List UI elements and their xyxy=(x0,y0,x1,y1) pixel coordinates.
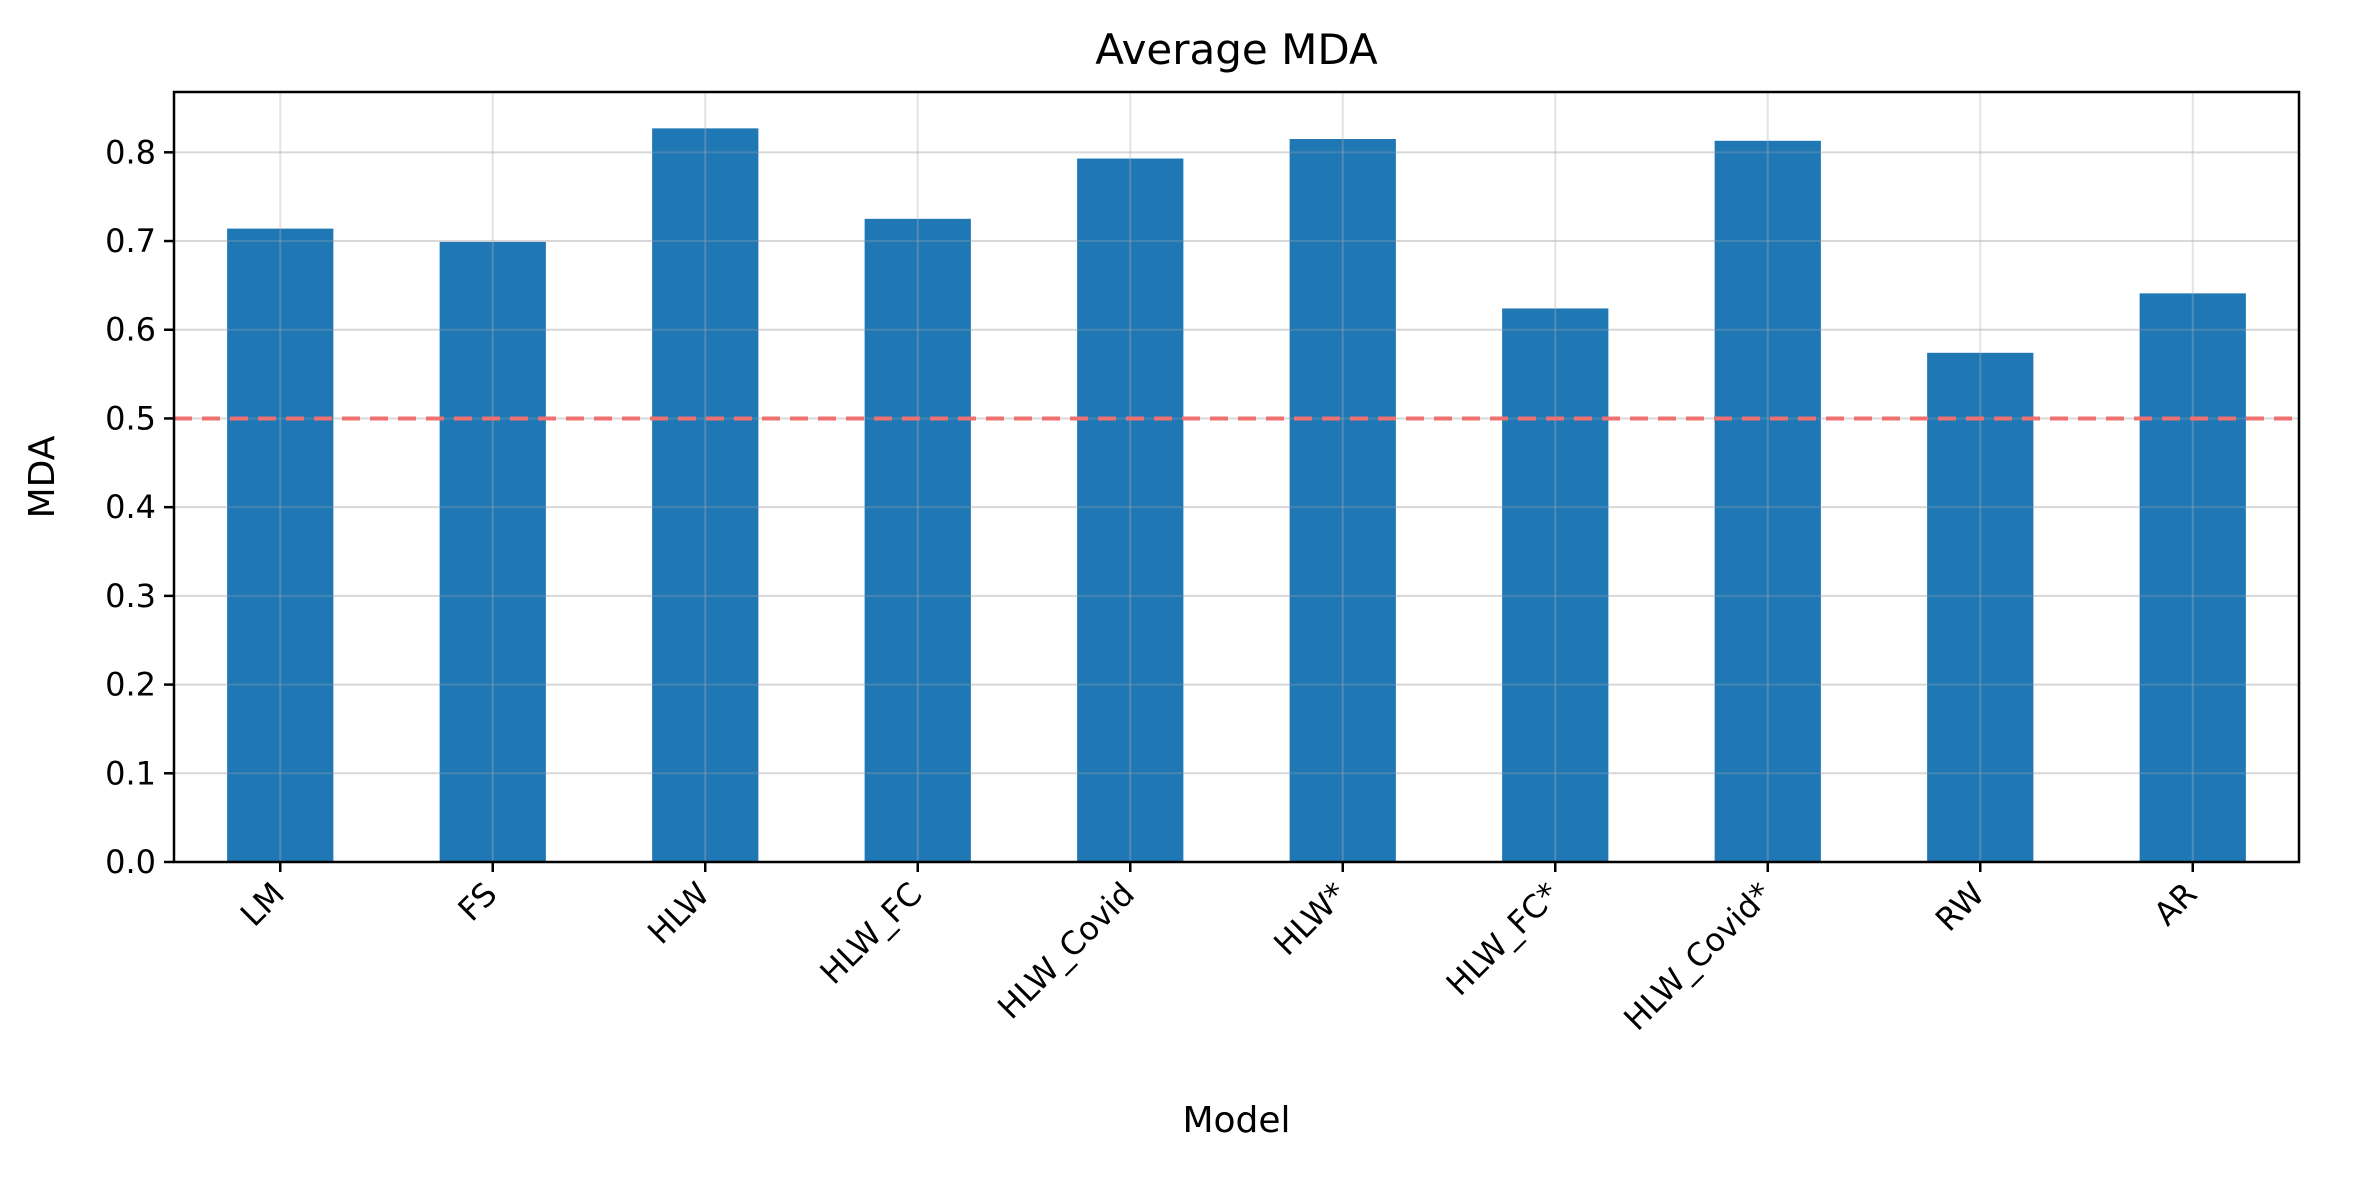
y-tick-label: 0.1 xyxy=(105,754,156,792)
bars-layer xyxy=(174,92,2299,863)
y-tick-label: 0.4 xyxy=(105,488,156,526)
x-tick-label: HLW_FC* xyxy=(1439,875,1567,1003)
bar-hlw-covid- xyxy=(1714,140,1821,862)
y-tick-label: 0.8 xyxy=(105,133,156,171)
x-axis-label: Model xyxy=(1182,1100,1290,1141)
bar-hlw xyxy=(652,128,759,862)
x-tick-label: HLW_Covid xyxy=(990,875,1142,1027)
chart-title: Average MDA xyxy=(1095,25,1378,74)
bar-hlw-fc- xyxy=(1502,308,1609,862)
x-tick-label: HLW_FC xyxy=(812,875,929,992)
bar-rw xyxy=(1927,352,2034,862)
y-tick-label: 0.5 xyxy=(105,399,156,437)
y-tick-label: 0.2 xyxy=(105,666,156,704)
x-tick-label: FS xyxy=(451,875,505,929)
axes-layer xyxy=(164,90,2301,872)
x-tick-label: HLW* xyxy=(1266,875,1354,963)
x-tick-label: HLW_Covid* xyxy=(1616,875,1779,1038)
bar-lm xyxy=(227,228,334,862)
plot-frame xyxy=(172,90,2301,864)
y-tick-label: 0.0 xyxy=(105,843,156,881)
y-tick-label: 0.3 xyxy=(105,577,156,615)
x-tick-label: AR xyxy=(2146,875,2204,933)
bar-hlw-fc xyxy=(864,218,971,862)
bar-hlw-covid xyxy=(1077,158,1184,863)
x-tick-label: LM xyxy=(233,875,292,934)
y-tick-label: 0.6 xyxy=(105,311,156,349)
x-tick-label: HLW xyxy=(640,875,717,952)
bar-hlw- xyxy=(1289,139,1396,863)
y-axis-label: MDA xyxy=(22,435,63,518)
bar-fs xyxy=(439,241,546,862)
y-tick-label: 0.7 xyxy=(105,222,156,260)
x-tick-label: RW xyxy=(1928,875,1992,939)
bar-ar xyxy=(2139,293,2246,862)
